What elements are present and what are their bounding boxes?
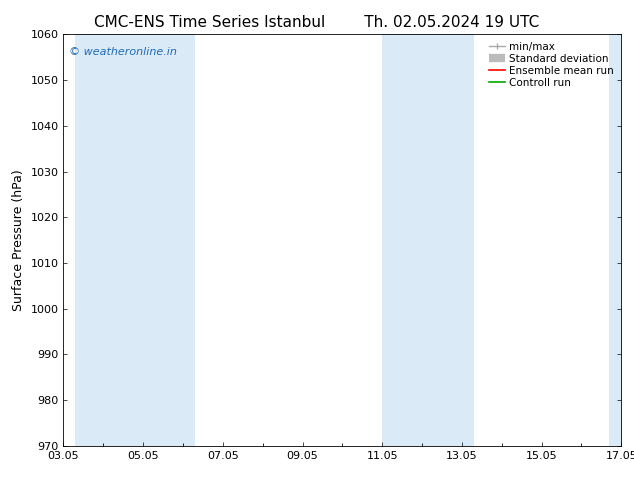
Bar: [422, 34, 474, 446]
Y-axis label: Surface Pressure (hPa): Surface Pressure (hPa): [12, 169, 25, 311]
Bar: [382, 34, 422, 446]
Bar: [115, 34, 195, 446]
Bar: [609, 34, 634, 446]
Bar: [75, 34, 115, 446]
Legend: min/max, Standard deviation, Ensemble mean run, Controll run: min/max, Standard deviation, Ensemble me…: [485, 37, 618, 92]
Text: © weatheronline.in: © weatheronline.in: [69, 47, 177, 57]
Text: CMC-ENS Time Series Istanbul        Th. 02.05.2024 19 UTC: CMC-ENS Time Series Istanbul Th. 02.05.2…: [94, 15, 540, 30]
